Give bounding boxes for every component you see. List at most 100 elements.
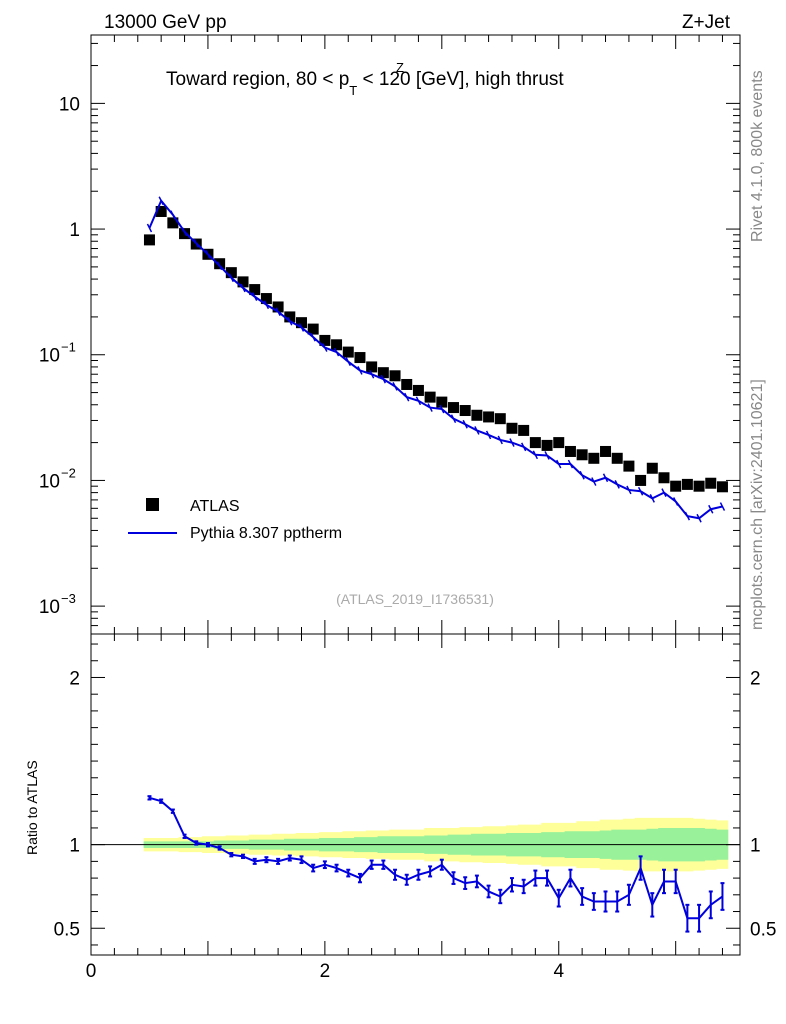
pythia-main-point [404,392,410,402]
pythia-main-point [263,300,270,310]
rivet-version-label: Rivet 4.1.0, 800k events [749,70,766,242]
main-axis-ticks [90,35,740,635]
pythia-main-point [380,374,387,384]
pythia-main-point [602,473,609,483]
pythia-main-point [427,403,433,412]
atlas-data-points [143,205,728,493]
pythia-main-point [649,494,655,503]
atlas-data-point [693,480,705,492]
main-y-tick-label: 1 [69,220,80,241]
atlas-data-point [412,384,424,396]
pythia-main-point [310,332,316,342]
atlas-data-point [319,334,331,346]
atlas-data-point [179,228,191,240]
process-label: Z+Jet [682,12,731,33]
atlas-data-point [564,445,576,457]
atlas-data-point [506,422,518,434]
main-y-tick-exponent: −2 [61,465,76,480]
atlas-data-point [354,352,366,364]
pythia-main-point [181,227,188,237]
atlas-data-point [272,301,284,313]
pythia-main-point [216,261,223,271]
atlas-data-point [483,411,495,423]
plot-title-sub: T [349,83,357,98]
pythia-main-point [322,343,328,352]
ratio-y-tick-label-left: 1 [69,836,80,857]
main-y-tick-label: 10 [39,346,60,367]
pythia-main-line [148,198,723,520]
atlas-data-point [214,258,226,270]
atlas-data-point [471,409,483,421]
legend-atlas-label: ATLAS [190,498,240,515]
energy-label: 13000 GeV pp [104,12,227,33]
pythia-main-point [696,513,702,523]
atlas-data-point [670,480,682,492]
pythia-main-point [357,366,363,375]
pythia-main-point [287,316,293,326]
ratio-y-tick-label-right: 1 [750,836,761,857]
pythia-main-point [462,419,468,429]
pythia-main-point [228,273,234,283]
pythia-curve-main [146,196,726,523]
atlas-data-point [389,370,401,382]
atlas-data-point [401,378,413,390]
legend-pythia-label: Pythia 8.307 pptherm [190,525,342,542]
pythia-main-point [205,249,211,259]
atlas-data-point [424,391,436,403]
atlas-data-point [366,361,378,373]
atlas-data-point [225,267,237,279]
atlas-data-point [167,217,179,229]
pythia-main-point [626,485,632,495]
atlas-data-point [448,402,460,414]
atlas-data-point [716,481,728,493]
atlas-data-point [331,339,343,351]
atlas-data-point [377,367,389,379]
main-plot-frame [90,34,741,635]
pythia-main-point [474,426,480,435]
main-y-tick-label: 10 [59,94,80,115]
pythia-main-point [368,369,375,379]
pythia-main-point [684,511,691,521]
atlas-data-point [541,439,553,451]
ratio-y-tick-label-right: 2 [750,668,761,689]
pythia-main-point [298,323,305,332]
pythia-main-point [415,396,422,406]
atlas-data-point [155,205,167,217]
pythia-main-point [275,307,281,317]
atlas-data-point [459,405,471,417]
plot-title-sup: Z [396,60,404,75]
ratio-y-tick-labels: 2 2 1 1 0.5 0.5 [54,668,777,940]
ratio-y-axis-label: Ratio to ATLAS [24,760,40,855]
pythia-main-point [556,459,562,469]
atlas-data-point [681,478,693,490]
pythia-main-point [719,502,726,511]
atlas-data-point [260,293,272,305]
ratio-axis-ticks [90,634,740,955]
atlas-data-point [436,396,448,408]
pythia-main-point [170,210,176,220]
pythia-main-point [333,347,340,357]
atlas-data-point [307,323,319,335]
ratio-plot-frame [90,633,741,956]
atlas-data-point [658,472,670,484]
pythia-main-point [532,450,539,460]
atlas-data-point [635,474,647,486]
atlas-data-point [588,452,600,464]
pythia-main-point [567,459,574,469]
analysis-tag: (ATLAS_2019_I1736531) [336,591,494,607]
pythia-main-point [450,414,457,424]
x-tick-label: 2 [320,961,331,982]
pythia-main-point [708,504,714,514]
atlas-data-point [143,234,155,246]
plot-title: Toward region, 80 < pT < 120 [GeV], high… [166,69,564,98]
pythia-main-point [345,357,351,367]
atlas-data-point [284,311,296,323]
main-y-tick-label: 10 [39,597,60,618]
pythia-main-point [520,442,527,452]
pythia-main-point [509,438,515,447]
ratio-y-tick-label-left: 2 [69,668,80,689]
main-y-tick-exponent: −3 [61,591,76,606]
legend-atlas-marker [146,498,159,511]
